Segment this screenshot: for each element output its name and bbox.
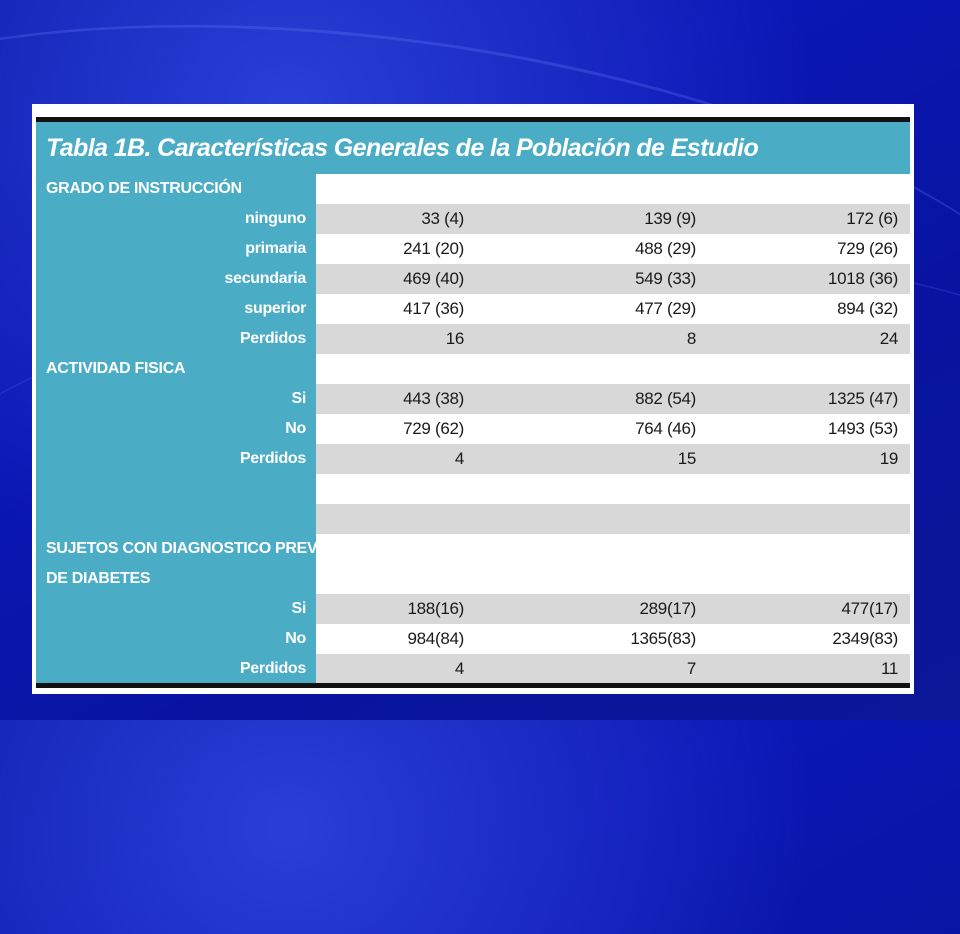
spacer-row xyxy=(36,504,910,534)
table-row: Perdidos 4 7 11 xyxy=(36,654,910,684)
table-title: Tabla 1B. Características Generales de l… xyxy=(46,133,759,162)
table-title-bar: Tabla 1B. Características Generales de l… xyxy=(36,117,910,174)
slide-panel: Tabla 1B. Características Generales de l… xyxy=(32,104,914,694)
section-label: DE DIABETES xyxy=(36,564,316,594)
table-cell: 15 xyxy=(677,449,697,468)
table-cell: 1018 (36) xyxy=(827,269,898,288)
row-label: ninguno xyxy=(36,204,316,234)
table-cell: 7 xyxy=(686,659,696,678)
table-row: ninguno 33 (4) 139 (9) 172 (6) xyxy=(36,204,910,234)
table-cell: 172 (6) xyxy=(846,209,898,228)
table-cell: 764 (46) xyxy=(635,419,696,438)
table-cell: 4 xyxy=(454,659,464,678)
section-header-row: SUJETOS CON DIAGNOSTICO PREVIO xyxy=(36,534,910,564)
table-row: Si 188(16) 289(17) 477(17) xyxy=(36,594,910,624)
table-cell: 469 (40) xyxy=(403,269,464,288)
table-cell: 8 xyxy=(686,329,696,348)
section-header-row: GRADO DE INSTRUCCIÓN xyxy=(36,174,910,204)
table-row: No 984(84) 1365(83) 2349(83) xyxy=(36,624,910,654)
table-bottom-border xyxy=(36,683,910,688)
table-cell: 477(17) xyxy=(841,599,899,618)
table-cell: 1493 (53) xyxy=(827,419,898,438)
data-table: Tabla 1B. Características Generales de l… xyxy=(36,117,910,688)
row-label: Perdidos xyxy=(36,444,316,474)
table-cell: 2349(83) xyxy=(832,629,898,648)
table-cell: 24 xyxy=(879,329,899,348)
row-label: Si xyxy=(36,384,316,414)
table-cell: 4 xyxy=(454,449,464,468)
table-cell: 188(16) xyxy=(407,599,465,618)
table-cell: 417 (36) xyxy=(403,299,464,318)
table-cell: 549 (33) xyxy=(635,269,696,288)
table-row: superior 417 (36) 477 (29) 894 (32) xyxy=(36,294,910,324)
table-row: primaria 241 (20) 488 (29) 729 (26) xyxy=(36,234,910,264)
table-cell: 19 xyxy=(879,449,899,468)
table-cell: 729 (26) xyxy=(837,239,898,258)
row-label: primaria xyxy=(36,234,316,264)
row-label: Si xyxy=(36,594,316,624)
table-cell: 289(17) xyxy=(639,599,697,618)
table-cell: 139 (9) xyxy=(644,209,696,228)
table-row: Perdidos 4 15 19 xyxy=(36,444,910,474)
table-body: GRADO DE INSTRUCCIÓN ninguno 33 (4) 139 … xyxy=(36,174,910,684)
row-label: No xyxy=(36,624,316,654)
section-label: SUJETOS CON DIAGNOSTICO PREVIO xyxy=(36,534,334,564)
row-label: superior xyxy=(36,294,316,324)
table-cell: 882 (54) xyxy=(635,389,696,408)
table-cell: 241 (20) xyxy=(403,239,464,258)
section-header-row: DE DIABETES xyxy=(36,564,910,594)
table-cell: 11 xyxy=(880,659,898,678)
table-cell: 443 (38) xyxy=(403,389,464,408)
table-cell: 33 (4) xyxy=(421,209,464,228)
table-cell: 729 (62) xyxy=(403,419,464,438)
section-label: ACTIVIDAD FISICA xyxy=(36,354,316,384)
table-cell: 984(84) xyxy=(407,629,465,648)
section-label: GRADO DE INSTRUCCIÓN xyxy=(36,174,316,204)
section-header-row: ACTIVIDAD FISICA xyxy=(36,354,910,384)
table-cell: 1365(83) xyxy=(630,629,696,648)
table-cell: 488 (29) xyxy=(635,239,696,258)
row-label: No xyxy=(36,414,316,444)
row-label: Perdidos xyxy=(36,324,316,354)
row-label: secundaria xyxy=(36,264,316,294)
table-row: secundaria 469 (40) 549 (33) 1018 (36) xyxy=(36,264,910,294)
table-row: Perdidos 16 8 24 xyxy=(36,324,910,354)
table-row: Si 443 (38) 882 (54) 1325 (47) xyxy=(36,384,910,414)
row-label: Perdidos xyxy=(36,654,316,684)
table-cell: 1325 (47) xyxy=(827,389,898,408)
table-row: No 729 (62) 764 (46) 1493 (53) xyxy=(36,414,910,444)
table-cell: 477 (29) xyxy=(635,299,696,318)
table-cell: 16 xyxy=(445,329,465,348)
table-cell: 894 (32) xyxy=(837,299,898,318)
spacer-row xyxy=(36,474,910,504)
